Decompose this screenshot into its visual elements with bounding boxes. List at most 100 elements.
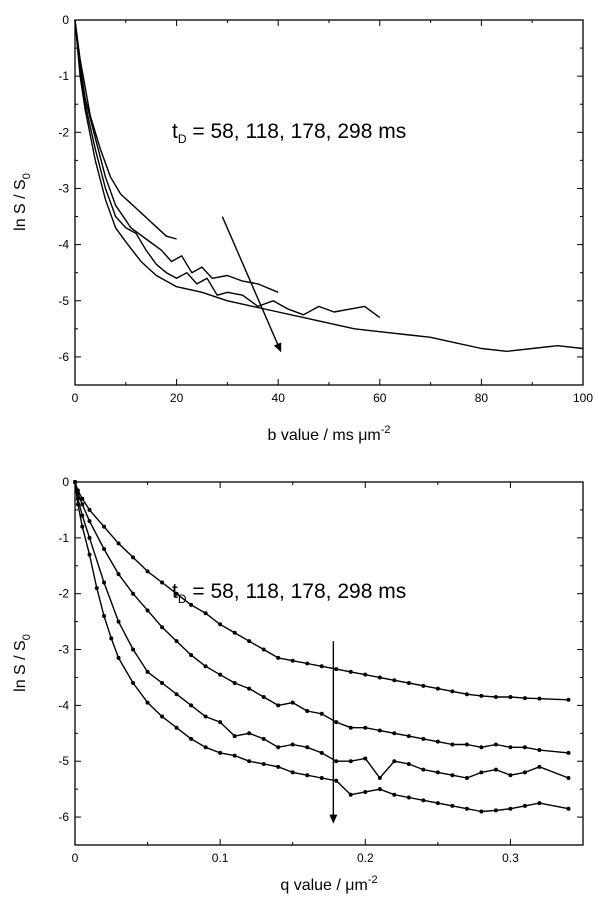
plot-frame — [74, 19, 584, 386]
data-point — [145, 700, 150, 705]
data-point — [174, 692, 179, 697]
data-point — [305, 773, 310, 778]
data-point — [160, 580, 165, 585]
data-point — [232, 753, 237, 758]
data-point — [435, 739, 440, 744]
chart-panel-2: 0 0.1 0.2 0.3 0 -1 -2 -3 -4 -5 -6 q value / μm-2 ln … — [12, 475, 584, 894]
data-point — [73, 480, 77, 484]
data-point — [406, 762, 411, 767]
data-point — [319, 711, 324, 716]
x-tick-label: 0.1 — [212, 851, 229, 865]
data-point — [218, 750, 223, 755]
data-point — [363, 725, 368, 730]
data-point — [493, 742, 498, 747]
data-point — [189, 653, 194, 658]
data-point — [232, 630, 237, 635]
series-line-4 — [74, 481, 569, 813]
data-point — [421, 736, 426, 741]
data-point — [232, 734, 237, 739]
data-point — [87, 552, 92, 557]
data-point — [116, 619, 121, 624]
x-tick-label: 0.2 — [357, 851, 374, 865]
data-point — [102, 524, 107, 529]
y-tick-label: -3 — [58, 643, 69, 657]
data-point — [522, 745, 527, 750]
series-line-3 — [74, 19, 381, 319]
data-point — [421, 683, 426, 688]
data-point — [131, 647, 136, 652]
series-line-4 — [74, 19, 584, 352]
data-point — [160, 625, 165, 630]
x-tick-label: 100 — [573, 391, 593, 405]
plot-frame — [74, 481, 584, 846]
data-point — [537, 764, 542, 769]
data-point — [334, 759, 339, 764]
data-point — [290, 658, 295, 663]
data-point — [145, 608, 150, 613]
data-point — [102, 614, 107, 619]
x-tick-label: 40 — [272, 391, 286, 405]
data-point — [203, 745, 208, 750]
diffusion-time-annotation: tD = 58, 118, 178, 298 ms — [172, 580, 406, 606]
data-point — [75, 502, 80, 507]
data-point — [493, 695, 498, 700]
series-line-1 — [74, 481, 569, 701]
trend-arrow — [221, 216, 282, 353]
data-point — [348, 792, 353, 797]
data-point — [290, 770, 295, 775]
data-point — [522, 803, 527, 808]
data-point — [493, 767, 498, 772]
data-point — [247, 686, 252, 691]
data-point — [435, 801, 440, 806]
data-point — [290, 742, 295, 747]
data-point — [392, 731, 397, 736]
data-point — [87, 519, 92, 524]
data-point — [348, 725, 353, 730]
data-point — [508, 695, 513, 700]
data-point — [363, 756, 368, 761]
data-point — [464, 775, 469, 780]
data-point — [160, 714, 165, 719]
x-tick-label: 0.3 — [502, 851, 519, 865]
data-point — [406, 734, 411, 739]
data-point — [218, 622, 223, 627]
data-point — [537, 696, 542, 701]
data-point — [116, 572, 121, 577]
data-point — [348, 759, 353, 764]
y-tick-label: -1 — [58, 531, 69, 545]
data-point — [377, 675, 382, 680]
data-point — [479, 770, 484, 775]
data-point — [109, 636, 114, 641]
data-point — [479, 809, 484, 814]
data-point — [276, 764, 281, 769]
data-point — [406, 681, 411, 686]
data-point — [87, 535, 92, 540]
data-point — [174, 725, 179, 730]
data-point — [421, 798, 426, 803]
series-line-2 — [74, 19, 279, 293]
y-tick-label: -6 — [58, 810, 69, 824]
data-point — [174, 591, 179, 596]
data-point — [305, 745, 310, 750]
data-point — [464, 742, 469, 747]
y-tick-label: 0 — [62, 13, 69, 27]
data-point — [319, 775, 324, 780]
data-point — [80, 513, 85, 518]
data-point — [566, 697, 571, 702]
data-point — [537, 801, 542, 806]
data-point — [131, 591, 136, 596]
data-point — [131, 681, 136, 686]
x-axis-label: b value / ms μm-2 — [267, 424, 390, 444]
data-point — [145, 669, 150, 674]
data-point — [305, 661, 310, 666]
x-axis-label: q value / μm-2 — [280, 874, 377, 894]
data-point — [261, 647, 266, 652]
data-point — [334, 778, 339, 783]
data-point — [276, 703, 281, 708]
data-point — [392, 678, 397, 683]
x-tick-label: 60 — [373, 391, 387, 405]
data-point — [566, 775, 571, 780]
data-point — [493, 808, 498, 813]
data-point — [377, 775, 382, 780]
